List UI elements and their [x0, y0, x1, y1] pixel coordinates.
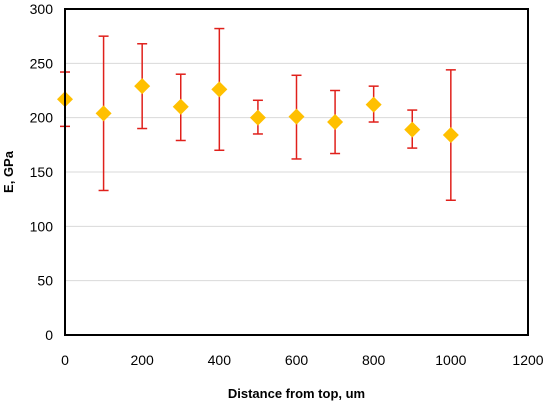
x-tick-label: 800	[362, 352, 386, 368]
y-tick-label: 150	[30, 164, 54, 180]
data-point	[134, 78, 151, 95]
y-tick-labels: 0 50 100 150 200 250 300	[30, 1, 54, 343]
data-point	[327, 114, 344, 131]
data-markers	[57, 78, 459, 144]
y-tick-label: 200	[30, 110, 54, 126]
data-point	[211, 81, 228, 98]
y-tick-label: 50	[37, 273, 53, 289]
y-tick-label: 100	[30, 218, 54, 234]
x-tick-labels: 0 200 400 600 800 1000 1200	[61, 352, 544, 368]
data-point	[442, 127, 459, 144]
y-tick-label: 0	[45, 327, 53, 343]
data-point	[365, 96, 382, 113]
x-tick-label: 400	[208, 352, 232, 368]
y-tick-label: 300	[30, 1, 54, 17]
data-point	[288, 108, 305, 125]
data-point	[95, 105, 112, 122]
x-tick-label: 0	[61, 352, 69, 368]
x-tick-label: 1000	[435, 352, 466, 368]
plot-area-frame	[64, 8, 529, 336]
x-tick-label: 200	[130, 352, 154, 368]
y-axis-title: E, GPa	[1, 150, 16, 193]
data-point	[249, 109, 266, 126]
x-tick-label: 1200	[512, 352, 543, 368]
x-axis-title: Distance from top, um	[228, 386, 365, 401]
y-tick-label: 250	[30, 55, 54, 71]
data-point	[172, 98, 189, 115]
x-tick-label: 600	[285, 352, 309, 368]
data-point	[404, 121, 421, 138]
